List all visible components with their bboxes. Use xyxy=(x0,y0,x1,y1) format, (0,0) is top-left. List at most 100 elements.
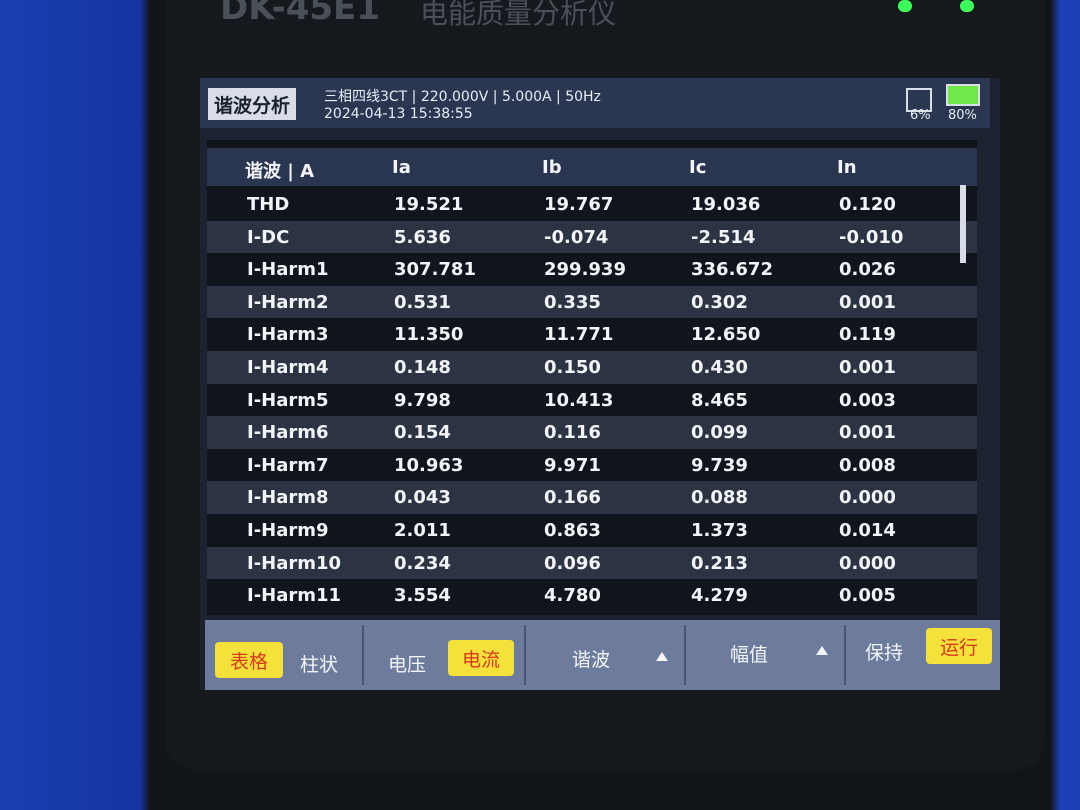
device-name: 电能质量分析仪 xyxy=(420,0,617,30)
tab-button[interactable]: 运行 xyxy=(926,628,992,664)
row-label: THD xyxy=(247,194,290,215)
row-label: I-Harm5 xyxy=(247,389,329,411)
cell-value: 0.001 xyxy=(839,291,896,313)
scrollbar[interactable] xyxy=(960,185,966,263)
cell-value: 0.166 xyxy=(544,487,601,509)
table-row xyxy=(207,383,977,417)
sd-icon xyxy=(906,88,932,112)
row-label: I-Harm10 xyxy=(247,552,342,574)
cell-value: 4.780 xyxy=(544,585,601,607)
row-label: I-Harm8 xyxy=(247,487,329,509)
harmonic-table: 谐波 | A Ia Ib Ic In THD 19.521 19.767 19.036 0.120… xyxy=(207,140,977,615)
tab-button[interactable]: 电压 xyxy=(388,654,427,676)
page-title: 谐波分析 xyxy=(208,88,296,120)
cell-value: 0.088 xyxy=(691,487,748,509)
cell-value: 0.302 xyxy=(691,291,748,313)
column-header: Ic xyxy=(689,157,707,178)
row-label: I-Harm1 xyxy=(247,259,329,281)
cell-value: 0.430 xyxy=(691,357,748,378)
row-label: I-Harm6 xyxy=(247,422,329,444)
cell-value: 19.521 xyxy=(394,194,464,215)
cell-value: 0.154 xyxy=(394,422,451,444)
header-bar: 谐波分析 三相四线3CT | 220.000V | 5.000A | 50Hz … xyxy=(200,78,990,128)
tab-button[interactable]: 柱状 xyxy=(300,654,339,676)
cell-value: 0.116 xyxy=(544,422,601,444)
cell-value: 19.036 xyxy=(691,194,761,215)
cell-value: 0.150 xyxy=(544,357,601,378)
divider xyxy=(362,625,364,685)
cell-value: 5.636 xyxy=(394,226,451,248)
cell-value: 9.739 xyxy=(691,454,748,476)
cell-value: 0.008 xyxy=(839,454,896,476)
column-header: 谐波 | A xyxy=(245,161,315,182)
datetime: 2024-04-13 15:38:55 xyxy=(324,106,473,122)
row-label: I-Harm11 xyxy=(247,585,342,607)
table-row xyxy=(207,448,977,482)
row-label: I-Harm2 xyxy=(247,291,329,313)
cell-value: 10.413 xyxy=(544,389,614,411)
cell-value: 0.099 xyxy=(691,422,748,444)
tab-button[interactable]: 电流 xyxy=(448,640,514,676)
cell-value: 0.000 xyxy=(839,552,896,574)
cell-value: 0.096 xyxy=(544,552,601,574)
cell-value: 0.234 xyxy=(394,552,451,574)
divider xyxy=(684,625,686,685)
table-row xyxy=(207,351,977,384)
menu-button[interactable]: 谐波 xyxy=(572,649,611,671)
cell-value: 0.863 xyxy=(544,520,601,541)
cell-value: 11.771 xyxy=(544,324,614,346)
cell-value: 3.554 xyxy=(394,585,451,607)
tab-button[interactable]: 表格 xyxy=(215,642,283,678)
cell-value: 10.963 xyxy=(394,454,464,476)
cell-value: 0.001 xyxy=(839,357,896,378)
cell-value: 2.011 xyxy=(394,520,451,541)
cell-value: 0.014 xyxy=(839,520,896,541)
cell-value: 336.672 xyxy=(691,259,773,281)
sd-level: 6% xyxy=(910,108,931,123)
row-label: I-Harm4 xyxy=(247,357,329,378)
cell-value: 0.003 xyxy=(839,389,896,411)
cell-value: 0.000 xyxy=(839,487,896,509)
cell-value: 12.650 xyxy=(691,324,761,346)
column-header: Ia xyxy=(392,157,411,178)
tab-button[interactable]: 保持 xyxy=(865,642,904,664)
table-row xyxy=(207,514,977,547)
cell-value: -0.074 xyxy=(544,226,609,248)
cell-value: 0.026 xyxy=(839,259,896,281)
cell-value: 4.279 xyxy=(691,585,748,607)
toolbar xyxy=(205,620,1000,690)
table-row xyxy=(207,285,977,319)
battery-level: 80% xyxy=(948,108,977,123)
info: 三相四线3CT | 220.000V | 5.000A | 50Hz xyxy=(324,89,601,105)
cell-value: 0.335 xyxy=(544,291,601,313)
cell-value: -0.010 xyxy=(839,226,904,248)
cell-value: 0.005 xyxy=(839,585,896,607)
cell-value: 0.001 xyxy=(839,422,896,444)
cell-value: 1.373 xyxy=(691,520,748,541)
table-header xyxy=(207,148,977,186)
cell-value: 9.798 xyxy=(394,389,451,411)
row-label: I-Harm7 xyxy=(247,454,329,476)
row-label: I-Harm3 xyxy=(247,324,329,346)
table-row xyxy=(207,546,977,580)
cell-value: -2.514 xyxy=(691,226,756,248)
table-row xyxy=(207,220,977,254)
cell-value: 11.350 xyxy=(394,324,464,346)
menu-button[interactable]: 幅值 xyxy=(730,644,769,666)
cell-value: 0.531 xyxy=(394,291,451,313)
battery-icon xyxy=(946,84,980,106)
cell-value: 19.767 xyxy=(544,194,614,215)
arrow-icon xyxy=(816,646,828,655)
cell-value: 299.939 xyxy=(544,259,626,281)
cell-value: 9.971 xyxy=(544,454,601,476)
divider xyxy=(524,625,526,685)
divider xyxy=(844,625,846,685)
table-row xyxy=(207,481,977,514)
led xyxy=(960,0,974,12)
cell-value: 0.119 xyxy=(839,324,896,346)
arrow-icon xyxy=(656,652,668,661)
row-label: I-DC xyxy=(247,226,290,248)
column-header: Ib xyxy=(542,157,562,178)
cell-value: 0.120 xyxy=(839,194,896,215)
